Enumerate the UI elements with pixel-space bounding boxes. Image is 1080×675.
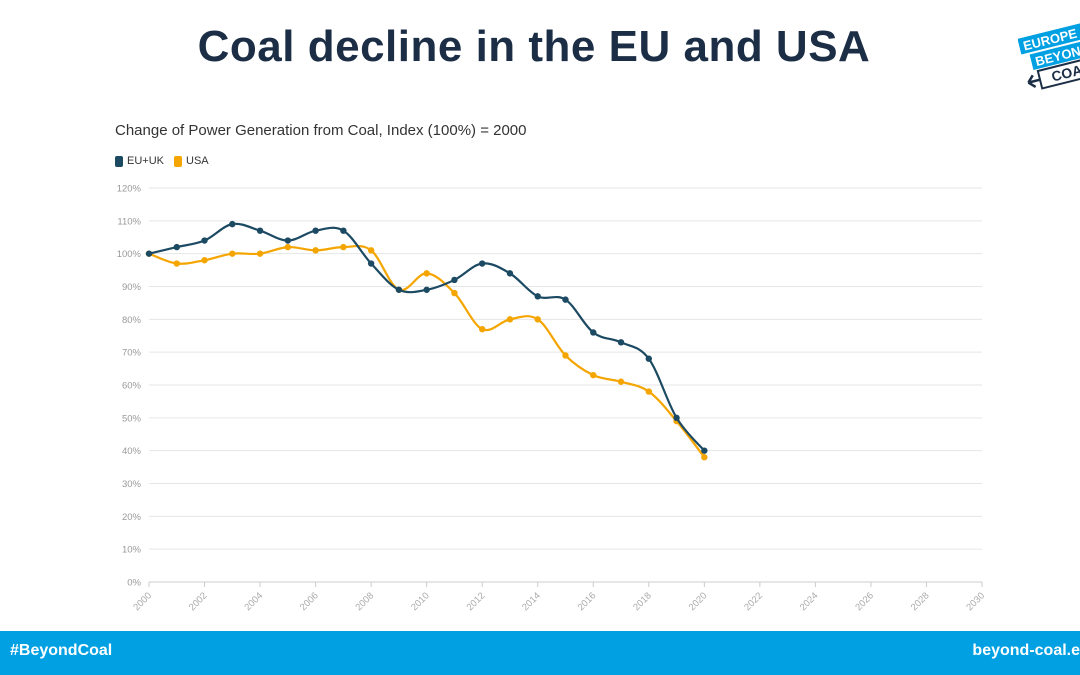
y-tick-label: 60% xyxy=(122,381,142,392)
legend-item-eu-uk[interactable]: EU+UK xyxy=(115,155,164,167)
data-point-eu-uk xyxy=(423,286,430,293)
y-tick-label: 80% xyxy=(122,315,142,326)
data-point-eu-uk xyxy=(395,286,403,293)
x-tick-label: 2008 xyxy=(354,590,377,613)
series-line-usa xyxy=(148,244,706,458)
y-tick-label: 10% xyxy=(122,545,142,556)
y-tick-label: 70% xyxy=(122,348,142,359)
y-tick-label: 100% xyxy=(117,249,142,260)
data-point-usa xyxy=(340,243,347,251)
legend-label-usa: USA xyxy=(186,155,209,167)
data-point-eu-uk xyxy=(562,296,569,303)
data-point-usa xyxy=(701,454,708,461)
legend-label-eu-uk: EU+UK xyxy=(127,155,164,167)
x-tick-label: 2002 xyxy=(187,590,210,613)
data-point-eu-uk xyxy=(701,447,708,454)
legend-item-usa[interactable]: USA xyxy=(174,155,209,167)
data-point-eu-uk xyxy=(312,227,319,234)
x-tick-label: 2018 xyxy=(631,590,654,613)
data-point-eu-uk xyxy=(645,355,652,362)
data-point-eu-uk xyxy=(201,237,208,244)
x-tick-label: 2010 xyxy=(409,590,432,613)
x-tick-label: 2024 xyxy=(798,590,821,613)
y-tick-label: 30% xyxy=(122,479,142,490)
data-point-usa xyxy=(173,260,180,267)
data-point-eu-uk xyxy=(284,237,292,244)
x-tick-label: 2028 xyxy=(909,590,932,613)
data-point-usa xyxy=(256,250,264,257)
legend-swatch-usa xyxy=(174,155,182,167)
x-tick-label: 2004 xyxy=(242,590,265,613)
data-point-eu-uk xyxy=(340,227,347,234)
data-point-eu-uk xyxy=(479,260,486,267)
x-tick-label: 2020 xyxy=(687,590,710,613)
data-point-usa xyxy=(479,325,486,333)
data-point-usa xyxy=(423,270,430,277)
data-point-usa xyxy=(367,247,375,254)
data-point-eu-uk xyxy=(256,227,264,234)
data-point-usa xyxy=(506,316,514,323)
data-point-usa xyxy=(534,316,541,323)
data-point-usa xyxy=(201,257,208,264)
data-point-usa xyxy=(229,250,236,257)
footer-website[interactable]: beyond-coal.e xyxy=(972,642,1080,659)
y-tick-label: 110% xyxy=(117,216,141,227)
x-tick-label: 2022 xyxy=(742,590,765,613)
data-point-usa xyxy=(645,388,652,395)
x-tick-label: 2014 xyxy=(520,590,543,613)
data-point-eu-uk xyxy=(173,243,180,251)
chart-legend: EU+UK USA xyxy=(115,155,209,167)
data-point-usa xyxy=(312,247,319,254)
data-point-usa xyxy=(451,289,458,297)
line-chart: 0% 10% 20% 30% 40% 50% 60% 70% 80% 90% 100% 110% 120… xyxy=(117,184,987,614)
slide-title: Coal decline in the EU and USA xyxy=(197,22,871,71)
x-tick-label: 2016 xyxy=(576,590,599,613)
x-tick-label: 2012 xyxy=(465,590,488,613)
europe-beyond-coal-logo: EUROPE BEYOND COAL xyxy=(1018,22,1080,102)
data-point-usa xyxy=(284,243,292,251)
data-point-usa xyxy=(617,378,625,385)
chart-title: Change of Power Generation from Coal, In… xyxy=(115,122,527,139)
x-tick-label: 2030 xyxy=(964,590,987,613)
y-tick-label: 0% xyxy=(127,578,141,589)
data-point-eu-uk xyxy=(229,220,236,228)
y-tick-label: 20% xyxy=(122,512,142,523)
data-point-eu-uk xyxy=(534,293,541,300)
data-point-usa xyxy=(590,371,597,379)
data-point-eu-uk xyxy=(673,414,680,422)
y-tick-label: 50% xyxy=(122,413,142,424)
data-point-eu-uk xyxy=(506,270,514,277)
data-point-eu-uk xyxy=(590,329,597,336)
legend-swatch-eu-uk xyxy=(115,155,123,167)
y-tick-label: 120% xyxy=(117,184,142,195)
footer-bar: #BeyondCoal beyond-coal.e xyxy=(0,631,1080,675)
x-tick-label: 2006 xyxy=(298,590,321,613)
footer-hashtag[interactable]: #BeyondCoal xyxy=(10,642,113,659)
x-tick-label: 2026 xyxy=(853,590,876,613)
y-tick-label: 40% xyxy=(122,446,142,457)
data-point-usa xyxy=(562,352,569,359)
data-point-eu-uk xyxy=(367,260,375,267)
data-point-eu-uk xyxy=(617,339,625,346)
y-tick-label: 90% xyxy=(122,282,142,293)
series-line-eu-uk xyxy=(148,222,706,452)
data-point-eu-uk xyxy=(145,250,153,257)
data-point-eu-uk xyxy=(451,276,458,284)
x-tick-label: 2000 xyxy=(131,590,154,613)
